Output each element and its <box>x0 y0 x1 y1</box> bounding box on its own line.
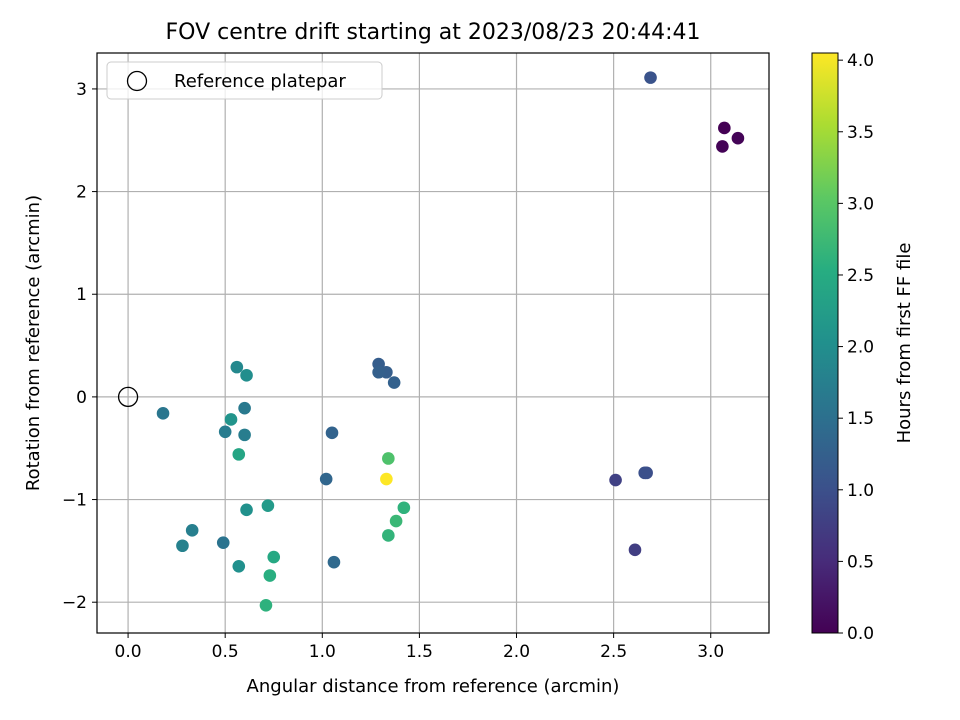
colorbar-tick-label: 0.0 <box>847 624 874 644</box>
colorbar-tick-label: 1.5 <box>847 409 874 429</box>
legend: Reference platepar <box>106 61 383 100</box>
legend-entry-reference-platepar: Reference platepar <box>174 71 346 92</box>
data-point <box>238 428 251 442</box>
x-tick-label: 0.5 <box>212 642 239 662</box>
data-point <box>240 369 253 382</box>
y-tick-label: 2 <box>76 183 87 203</box>
colorbar-tick-label: 4.0 <box>847 51 874 71</box>
grid-lines <box>97 53 769 633</box>
data-point <box>156 407 170 420</box>
data-point <box>238 401 251 415</box>
data-point <box>176 539 189 553</box>
data-point <box>609 473 622 487</box>
colorbar-tick-label: 3.5 <box>847 123 874 143</box>
data-point <box>628 543 642 557</box>
y-tick-label: 3 <box>76 80 87 100</box>
data-point <box>382 529 395 542</box>
data-point <box>185 524 199 537</box>
data-point <box>716 140 729 153</box>
data-point <box>387 376 401 389</box>
y-tick-label: −1 <box>62 491 87 511</box>
data-point <box>319 472 333 486</box>
colorbar-tick-label: 0.5 <box>847 552 874 572</box>
data-point <box>382 452 395 465</box>
colorbar: 0.0 0.5 1.0 1.5 2.0 2.5 3.0 3.5 4.0 Hours from f… <box>811 51 915 644</box>
reference-platepar-marker <box>117 386 139 408</box>
legend-reference-marker <box>126 70 148 92</box>
data-point <box>232 448 246 461</box>
data-point <box>261 499 275 513</box>
plot-frame <box>96 52 770 634</box>
chart-title: FOV centre drift starting at 2023/08/23 … <box>166 20 701 45</box>
legend-box <box>106 61 383 100</box>
data-point <box>325 426 339 440</box>
data-point <box>232 559 246 573</box>
data-point <box>731 131 745 145</box>
data-points <box>117 71 745 612</box>
data-point <box>259 598 273 612</box>
data-point <box>718 121 731 135</box>
x-tick-label: 2.0 <box>503 642 530 662</box>
x-axis-label: Angular distance from reference (arcmin) <box>247 676 620 697</box>
data-point <box>240 503 253 517</box>
colorbar-tick-label: 2.5 <box>847 266 874 286</box>
colorbar-tick-label: 1.0 <box>847 481 874 501</box>
y-axis-ticks: −2 −1 0 1 2 3 <box>62 80 97 613</box>
data-point <box>638 466 651 480</box>
data-point <box>372 365 385 379</box>
data-point <box>224 413 238 426</box>
colorbar-tick-label: 2.0 <box>847 338 874 358</box>
colorbar-label: Hours from first FF file <box>894 243 915 444</box>
x-tick-label: 0.0 <box>115 642 142 662</box>
x-axis-ticks: 0.0 0.5 1.0 1.5 2.0 2.5 3.0 <box>115 633 724 662</box>
colorbar-ticks: 0.0 0.5 1.0 1.5 2.0 2.5 3.0 3.5 4.0 <box>838 51 874 644</box>
y-tick-label: 0 <box>76 388 87 408</box>
data-point <box>267 550 281 564</box>
y-tick-label: 1 <box>76 285 87 305</box>
x-tick-label: 1.0 <box>309 642 336 662</box>
y-axis-label: Rotation from reference (arcmin) <box>23 195 44 491</box>
data-point <box>230 360 244 374</box>
data-point <box>397 501 411 515</box>
y-tick-label: −2 <box>62 593 87 613</box>
data-point <box>216 536 230 549</box>
data-point <box>389 514 403 528</box>
x-tick-label: 2.5 <box>600 642 627 662</box>
data-point <box>380 472 393 486</box>
data-point <box>327 555 341 569</box>
colorbar-bar <box>811 52 839 634</box>
data-point <box>218 425 232 439</box>
colorbar-tick-label: 3.0 <box>847 194 874 214</box>
x-tick-label: 3.0 <box>697 642 724 662</box>
data-point <box>644 71 657 84</box>
data-point <box>263 569 277 582</box>
x-tick-label: 1.5 <box>406 642 433 662</box>
